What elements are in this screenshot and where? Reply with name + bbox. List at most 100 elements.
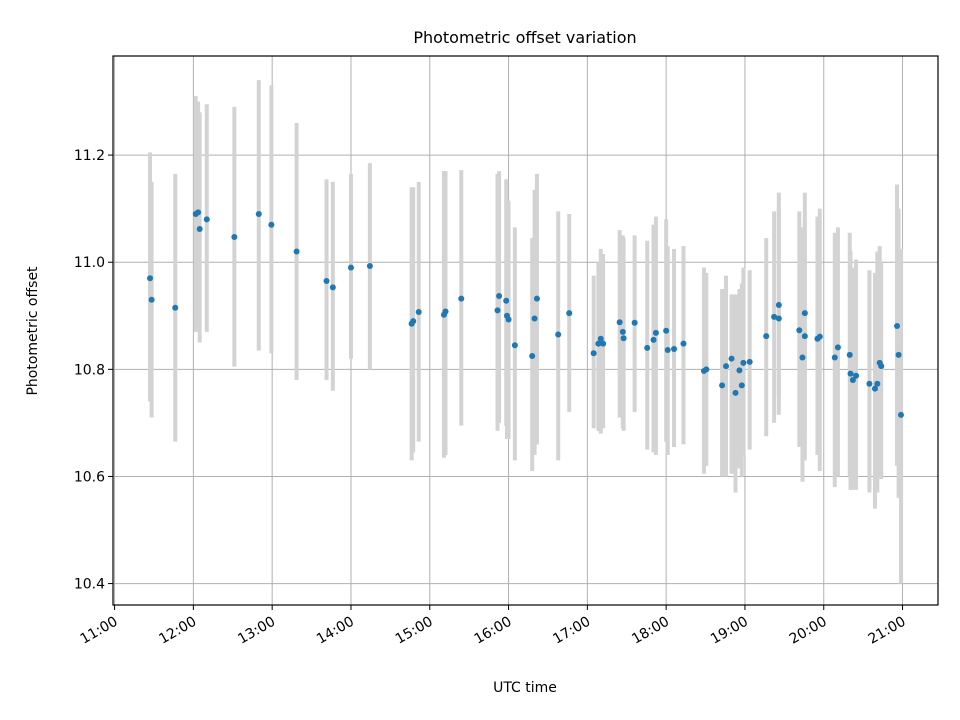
data-point xyxy=(801,310,808,317)
data-point xyxy=(503,297,510,304)
data-points xyxy=(147,209,904,418)
data-point xyxy=(723,363,730,370)
data-point xyxy=(268,221,275,228)
x-axis-ticks: 11:00 12:00 13:00 14:00 15:00 16:00 17:00 18:00… xyxy=(78,605,909,648)
data-point xyxy=(505,316,512,323)
data-point xyxy=(293,248,300,255)
data-point xyxy=(650,336,657,343)
data-point xyxy=(595,340,602,347)
data-point xyxy=(652,329,659,336)
y-tick-label: 10.4 xyxy=(74,577,105,593)
data-point xyxy=(775,315,782,322)
data-point xyxy=(442,308,449,315)
data-point xyxy=(410,318,417,325)
data-point xyxy=(631,319,638,326)
data-point xyxy=(663,327,670,334)
y-tick-label: 10.8 xyxy=(74,362,105,378)
data-point xyxy=(736,367,743,374)
data-point xyxy=(590,350,597,357)
chart-title: Photometric offset variation xyxy=(413,28,636,47)
y-tick-label: 11.0 xyxy=(74,255,105,271)
data-point xyxy=(231,234,238,241)
data-point xyxy=(738,382,745,389)
data-point xyxy=(329,284,336,291)
x-tick-label: 13:00 xyxy=(235,614,278,648)
data-point xyxy=(494,307,501,314)
x-tick-label: 17:00 xyxy=(550,614,593,648)
data-point xyxy=(196,226,203,233)
grid-lines xyxy=(113,56,938,605)
data-point xyxy=(172,304,179,311)
x-tick-label: 16:00 xyxy=(472,614,515,648)
data-point xyxy=(816,333,823,340)
data-point xyxy=(148,296,155,303)
x-axis-label: UTC time xyxy=(493,680,557,696)
data-point xyxy=(555,331,562,338)
data-point xyxy=(799,354,806,361)
data-point xyxy=(834,344,841,351)
data-point xyxy=(878,363,885,370)
data-point xyxy=(619,328,626,335)
data-point xyxy=(147,275,154,282)
data-point xyxy=(511,342,518,349)
x-tick-label: 21:00 xyxy=(866,614,909,648)
data-point xyxy=(763,333,770,340)
x-tick-label: 19:00 xyxy=(708,614,751,648)
data-point xyxy=(740,359,747,366)
data-point xyxy=(719,382,726,389)
data-point xyxy=(323,277,330,284)
data-point xyxy=(597,335,604,342)
data-point xyxy=(644,344,651,351)
data-point xyxy=(871,385,878,392)
data-point xyxy=(866,380,873,387)
error-bars xyxy=(148,80,903,584)
data-point xyxy=(846,351,853,358)
data-point xyxy=(847,370,854,377)
data-point xyxy=(531,315,538,322)
data-point xyxy=(415,309,422,316)
plot-frame xyxy=(112,55,939,606)
data-point xyxy=(874,380,881,387)
x-tick-label: 14:00 xyxy=(314,614,357,648)
data-point xyxy=(620,335,627,342)
x-tick-label: 18:00 xyxy=(629,614,672,648)
data-point xyxy=(746,358,753,365)
data-point xyxy=(849,377,856,384)
data-point xyxy=(496,292,503,299)
data-point xyxy=(775,302,782,309)
data-point xyxy=(255,211,262,218)
data-point xyxy=(895,351,902,358)
x-tick-label: 12:00 xyxy=(156,614,199,648)
data-point xyxy=(671,345,678,352)
y-axis-ticks: 10.4 10.6 10.8 11.0 11.2 xyxy=(74,148,113,593)
data-point xyxy=(203,216,210,223)
data-point xyxy=(366,262,373,269)
y-tick-label: 11.2 xyxy=(74,148,105,164)
data-point xyxy=(703,366,710,373)
data-point xyxy=(801,333,808,340)
data-point xyxy=(566,310,573,317)
data-point xyxy=(533,295,540,302)
data-point xyxy=(664,347,671,354)
data-point xyxy=(831,354,838,361)
data-point xyxy=(347,264,354,271)
data-point xyxy=(458,295,465,302)
x-tick-label: 15:00 xyxy=(393,614,436,648)
data-point xyxy=(897,411,904,418)
data-point xyxy=(853,372,860,379)
data-point xyxy=(600,340,607,347)
data-point xyxy=(771,313,778,320)
data-point xyxy=(195,209,202,216)
data-point xyxy=(796,327,803,334)
x-tick-label: 11:00 xyxy=(78,614,121,648)
data-point xyxy=(728,355,735,362)
y-tick-label: 10.6 xyxy=(74,469,105,485)
data-point xyxy=(616,319,623,326)
data-point xyxy=(894,322,901,329)
data-point xyxy=(680,340,687,347)
y-axis-label: Photometric offset xyxy=(25,266,41,396)
x-tick-label: 20:00 xyxy=(787,614,830,648)
data-point xyxy=(732,389,739,396)
data-point xyxy=(529,352,536,359)
